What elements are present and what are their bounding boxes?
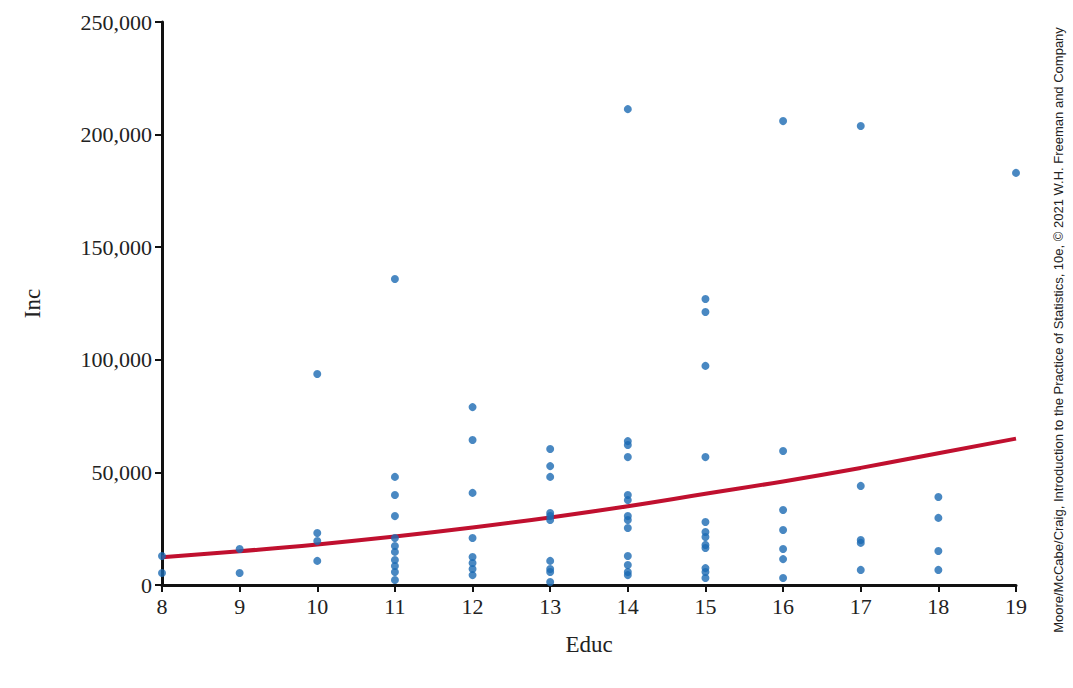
svg-text:18: 18 <box>927 594 949 619</box>
svg-text:Moore/McCabe/Craig, Introducti: Moore/McCabe/Craig, Introduction to the … <box>1051 27 1066 633</box>
svg-text:Inc: Inc <box>20 289 45 318</box>
svg-text:16: 16 <box>772 594 794 619</box>
svg-text:11: 11 <box>384 594 405 619</box>
svg-text:250,000: 250,000 <box>81 10 153 35</box>
svg-text:0: 0 <box>141 573 152 598</box>
svg-text:200,000: 200,000 <box>81 122 153 147</box>
svg-text:19: 19 <box>1005 594 1027 619</box>
svg-text:17: 17 <box>850 594 872 619</box>
svg-text:150,000: 150,000 <box>81 235 153 260</box>
svg-text:13: 13 <box>539 594 561 619</box>
svg-text:Educ: Educ <box>565 632 612 657</box>
svg-text:100,000: 100,000 <box>81 347 153 372</box>
svg-text:8: 8 <box>157 594 168 619</box>
svg-text:12: 12 <box>462 594 484 619</box>
svg-text:15: 15 <box>694 594 716 619</box>
svg-text:9: 9 <box>234 594 245 619</box>
svg-text:50,000: 50,000 <box>92 460 153 485</box>
svg-text:14: 14 <box>617 594 639 619</box>
svg-text:10: 10 <box>306 594 328 619</box>
